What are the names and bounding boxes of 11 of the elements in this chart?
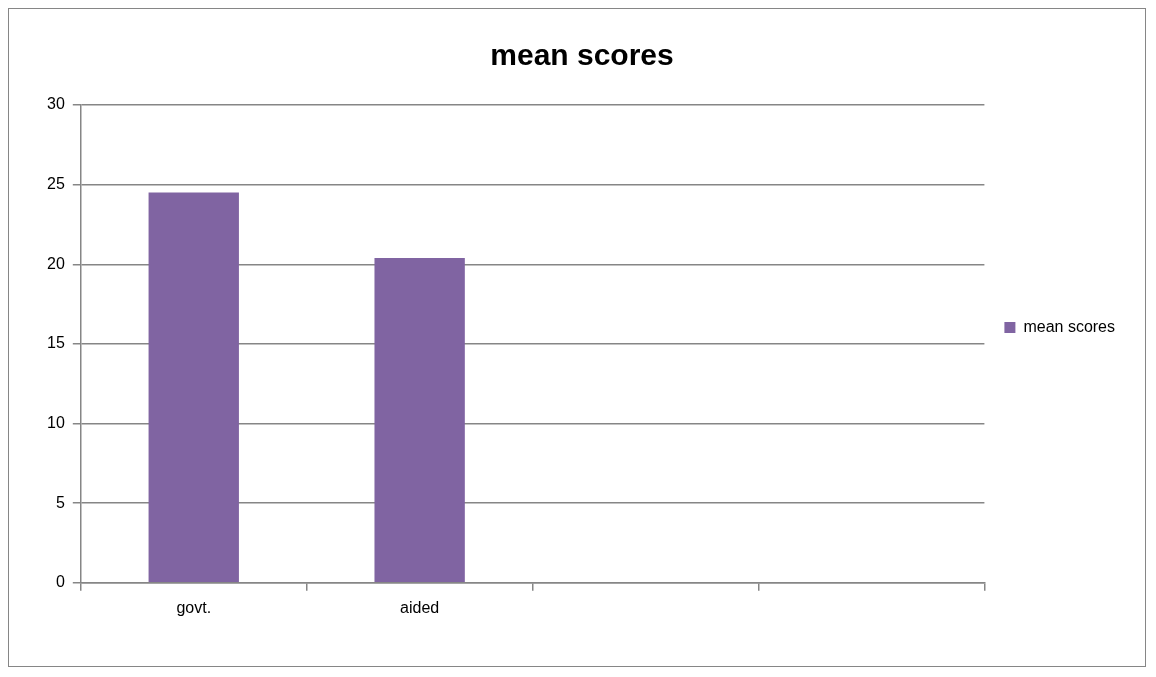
y-tick-label: 30 [47, 95, 65, 113]
y-tick-label: 15 [47, 334, 65, 352]
chart-title: mean scores [490, 38, 674, 72]
y-tick-label: 20 [47, 254, 65, 272]
y-tick-label: 10 [47, 413, 65, 431]
x-tick-label: govt. [176, 598, 212, 616]
y-tick-label: 0 [55, 573, 65, 591]
y-tick-label: 5 [55, 493, 65, 511]
y-tick-label: 25 [47, 175, 65, 193]
legend-label: mean scores [1023, 317, 1115, 335]
x-tick-label: aided [400, 598, 440, 616]
